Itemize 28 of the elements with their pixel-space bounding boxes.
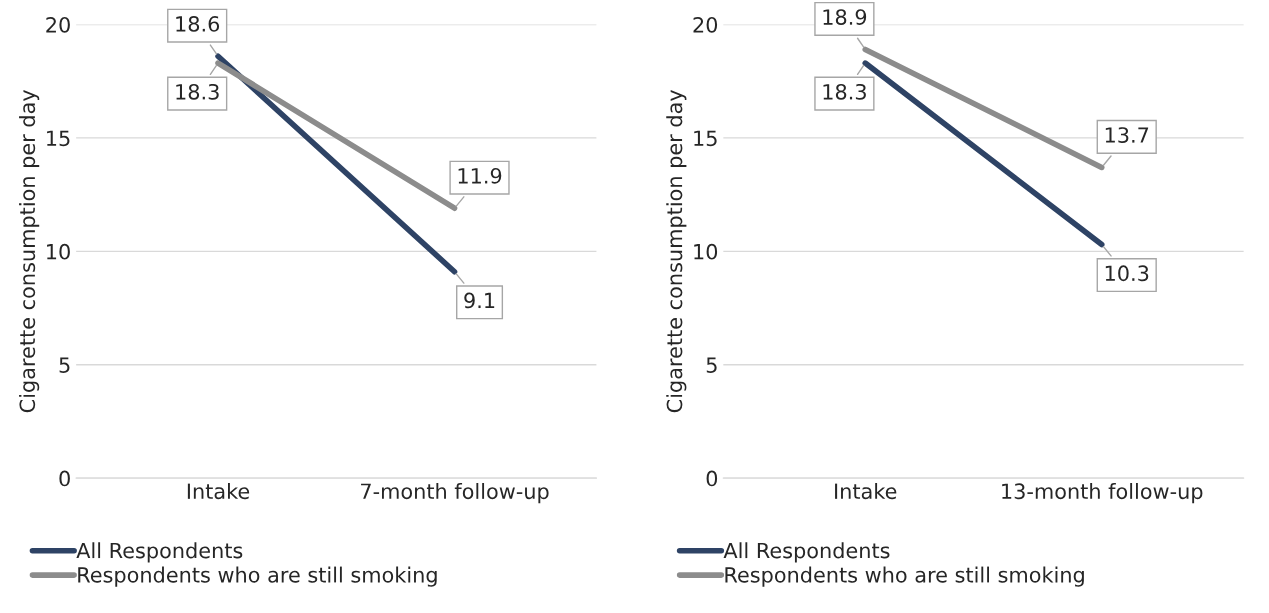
y-tick-label: 10 xyxy=(694,243,718,260)
data-label: 18.3 xyxy=(823,83,866,100)
y-axis-title: Cigarette consumption per day xyxy=(666,89,687,413)
x-tick-label: 7-month follow-up xyxy=(361,483,549,504)
x-tick-label: Intake xyxy=(835,483,897,500)
legend-label: All Respondents xyxy=(76,542,243,563)
y-tick-label: 10 xyxy=(47,243,70,260)
data-label: 13.7 xyxy=(1105,127,1149,143)
data-label: 18.3 xyxy=(176,83,219,100)
x-tick-label: 13-month follow-up xyxy=(1002,483,1203,504)
y-tick-label: 5 xyxy=(706,357,717,373)
legend-label: All Respondents xyxy=(723,542,890,563)
y-tick-label: 0 xyxy=(59,470,70,487)
y-tick-label: 20 xyxy=(693,16,718,33)
data-label: 18.6 xyxy=(176,16,220,32)
data-label: 18.9 xyxy=(823,9,867,25)
y-tick-label: 15 xyxy=(694,130,717,147)
legend-label: Respondents who are still smoking xyxy=(725,566,1084,587)
y-tick-label: 5 xyxy=(59,357,70,373)
y-tick-label: 15 xyxy=(47,130,70,147)
legend-label: Respondents who are still smoking xyxy=(78,566,437,587)
y-tick-label: 20 xyxy=(46,16,70,33)
x-tick-label: Intake xyxy=(187,483,250,500)
y-axis-title: Cigarette consumption per day xyxy=(19,89,40,413)
y-tick-label: 0 xyxy=(706,470,718,487)
data-label: 9.1 xyxy=(464,292,495,309)
data-label: 11.9 xyxy=(458,167,502,184)
data-label: 10.3 xyxy=(1105,265,1149,282)
